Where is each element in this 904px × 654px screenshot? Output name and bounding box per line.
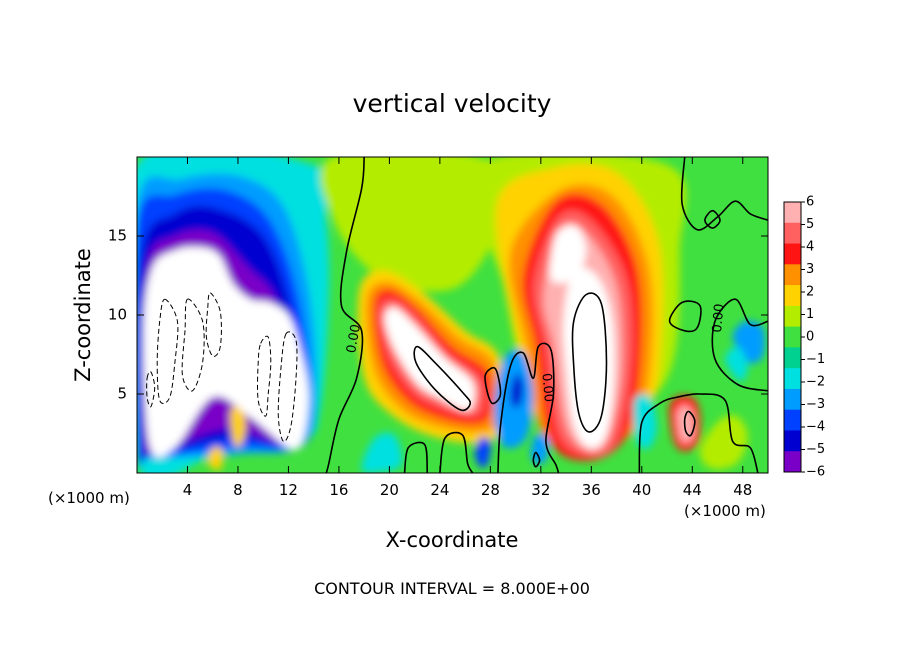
x-tick-label: 32 bbox=[531, 481, 550, 499]
contour-solid-12 bbox=[571, 292, 608, 433]
x-tick-label: 4 bbox=[183, 481, 193, 499]
colorbar-swatch bbox=[784, 243, 801, 265]
heatmap-region-14 bbox=[549, 225, 587, 284]
heatmap-region-22 bbox=[699, 415, 748, 470]
contour-solid-11 bbox=[413, 345, 472, 412]
contour-solid-2 bbox=[439, 431, 474, 473]
heatmap-region-25 bbox=[475, 437, 491, 468]
y-axis-ticks: 5 10 15 bbox=[108, 227, 768, 403]
x-axis-ticks: 4 8 12 16 20 24 28 32 36 40 44 48 bbox=[183, 157, 752, 499]
chart-title: vertical velocity bbox=[353, 89, 552, 118]
colorbar-label: −2 bbox=[806, 375, 825, 390]
x-tick-label: 20 bbox=[380, 481, 399, 499]
y-tick-label: 5 bbox=[117, 385, 127, 403]
y-axis-label: Z-coordinate bbox=[71, 248, 95, 382]
contour-dashed-5 bbox=[146, 371, 156, 408]
contour-dashed-4 bbox=[277, 331, 298, 443]
colorbar-label: −4 bbox=[806, 420, 825, 435]
colorbar-swatch bbox=[784, 285, 801, 307]
colorbar-swatch bbox=[784, 409, 801, 431]
x-unit-right: (×1000 m) bbox=[684, 502, 766, 520]
contour-dashed-3 bbox=[256, 335, 272, 417]
colorbar-label: −1 bbox=[806, 352, 825, 367]
colorbar-swatch bbox=[784, 430, 801, 452]
colorbar-label: 5 bbox=[806, 217, 814, 232]
colorbar-swatch bbox=[784, 305, 801, 328]
contour-solid-4 bbox=[638, 393, 759, 473]
x-tick-label: 28 bbox=[481, 481, 500, 499]
x-tick-label: 16 bbox=[329, 481, 348, 499]
colorbar-label: 3 bbox=[806, 262, 814, 277]
contour-dashed-1 bbox=[181, 298, 205, 392]
heatmap-region-6 bbox=[320, 157, 504, 292]
colorbar-label: 4 bbox=[806, 240, 814, 255]
heatmap-region-5 bbox=[143, 246, 309, 458]
contour-solid-3 bbox=[497, 342, 560, 473]
heatmap-region-26 bbox=[530, 433, 550, 465]
contour-lines bbox=[146, 157, 768, 473]
x-tick-label: 36 bbox=[582, 481, 601, 499]
contour-solid-9 bbox=[683, 410, 696, 437]
x-tick-label: 48 bbox=[733, 481, 752, 499]
y-tick-label: 15 bbox=[108, 227, 127, 245]
plot-area: 0.00 0.00 0.00 bbox=[136, 156, 769, 474]
colorbar-label: 6 bbox=[806, 195, 814, 210]
contour-interval-note: CONTOUR INTERVAL = 8.000E+00 bbox=[314, 579, 590, 598]
colorbar-label: −3 bbox=[806, 397, 825, 412]
contour-solid-13 bbox=[532, 451, 541, 468]
heatmap-region-30 bbox=[207, 446, 224, 471]
x-tick-label: 24 bbox=[430, 481, 449, 499]
heatmap-region-32 bbox=[725, 346, 748, 382]
contour-solid-0 bbox=[325, 157, 365, 473]
x-tick-label: 44 bbox=[683, 481, 702, 499]
contour-dashed-0 bbox=[156, 298, 179, 405]
colorbar-swatch bbox=[784, 222, 801, 245]
heatmap-region-29 bbox=[230, 406, 246, 447]
colorbar-swatch bbox=[784, 368, 801, 390]
colorbar-swatch bbox=[784, 202, 801, 224]
contour-solid-5 bbox=[680, 157, 768, 231]
colorbar-swatch bbox=[784, 451, 801, 473]
x-tick-label: 12 bbox=[279, 481, 298, 499]
x-tick-label: 8 bbox=[233, 481, 243, 499]
x-tick-label: 40 bbox=[632, 481, 651, 499]
contour-label-1: 0.00 bbox=[538, 373, 555, 403]
contour-solid-8 bbox=[704, 209, 721, 229]
colorbar-label: 0 bbox=[806, 330, 814, 345]
colorbar-swatch bbox=[784, 326, 801, 348]
contour-label-2: 0.00 bbox=[710, 303, 727, 333]
x-axis-label: X-coordinate bbox=[386, 528, 519, 552]
contour-solid-6 bbox=[711, 298, 768, 392]
colorbar-label: 2 bbox=[806, 285, 814, 300]
contour-labels: 0.00 0.00 0.00 bbox=[344, 303, 727, 403]
heatmap-region-28 bbox=[361, 432, 403, 473]
colorbar-label: 1 bbox=[806, 307, 814, 322]
heatmap-region-19 bbox=[384, 306, 476, 411]
heatmap-region-24 bbox=[510, 373, 524, 408]
colorbar: 6 5 4 3 2 1 0 −1 −2 −3 −4 −5 −6 bbox=[783, 195, 825, 480]
x-unit-left: (×1000 m) bbox=[48, 489, 130, 507]
y-tick-label: 10 bbox=[108, 306, 127, 324]
contour-solid-7 bbox=[668, 300, 702, 333]
contour-solid-10 bbox=[484, 366, 502, 405]
colorbar-label: −6 bbox=[806, 465, 825, 480]
colorbar-swatch bbox=[784, 264, 801, 286]
contour-solid-1 bbox=[403, 441, 429, 473]
colorbar-label: −5 bbox=[806, 442, 825, 457]
colorbar-swatch bbox=[784, 347, 801, 369]
colorbar-swatch bbox=[784, 388, 801, 411]
contour-label-0: 0.00 bbox=[344, 323, 364, 354]
heatmap-region-21 bbox=[676, 405, 695, 444]
